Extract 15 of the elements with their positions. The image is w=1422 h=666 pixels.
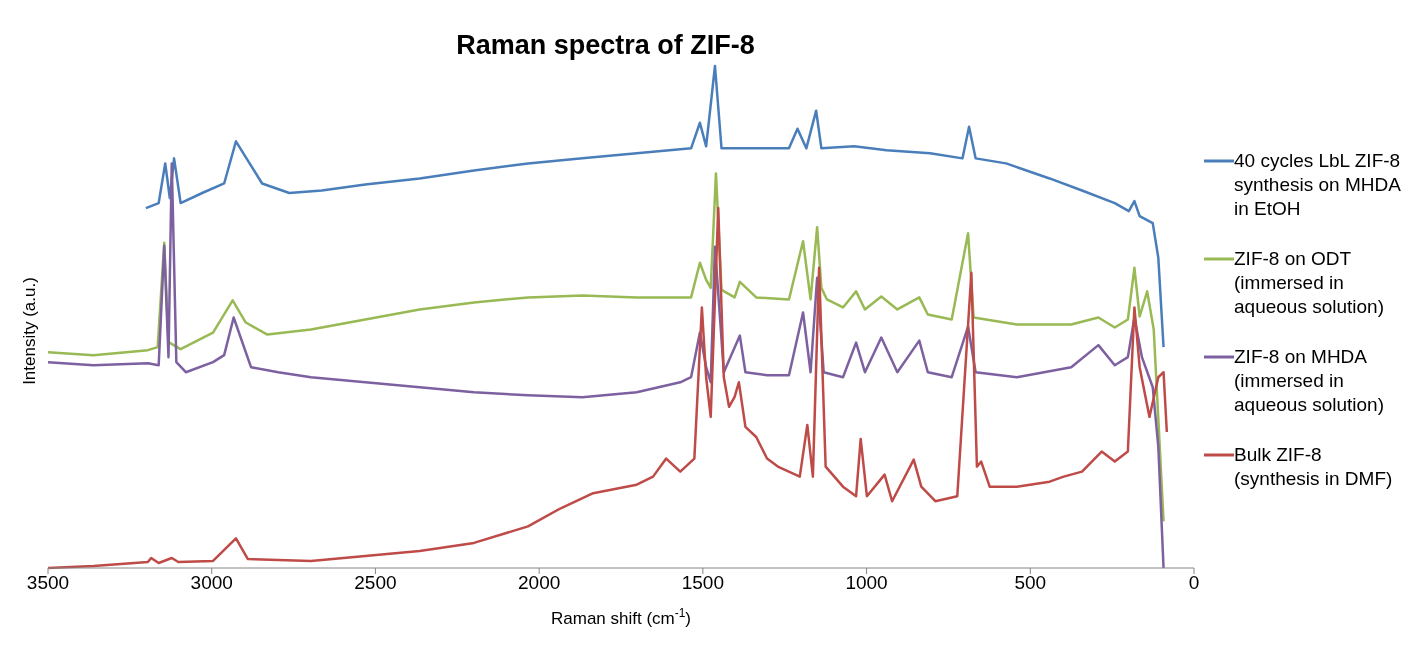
x-tick-label: 2000	[518, 572, 561, 594]
chart-title: Raman spectra of ZIF-8	[455, 30, 756, 61]
y-axis-title: Intensity (a.u.)	[20, 276, 40, 385]
legend-label: ZIF-8 on MHDA (immersed in aqueous solution)	[1234, 345, 1385, 417]
x-axis-title: Raman shift (cm$^{-1}$)	[551, 606, 691, 628]
legend-label: Bulk ZIF-8 (synthesis in DMF)	[1234, 443, 1394, 491]
x-tick-label: 500	[1014, 572, 1047, 594]
x-tick-label: 1500	[681, 572, 724, 594]
x-tick-label: 1000	[845, 572, 888, 594]
x-tick-label: 0	[1188, 572, 1200, 594]
x-tick-label: 3500	[26, 572, 70, 594]
legend-label: 40 cycles LbL ZIF-8 synthesis on MHDA in EtOH	[1234, 149, 1402, 221]
x-tick-label: 2500	[354, 572, 397, 594]
x-tick-label: 3000	[190, 572, 233, 594]
legend-label: ZIF-8 on ODT (immersed in aqueous solution)	[1234, 247, 1385, 319]
